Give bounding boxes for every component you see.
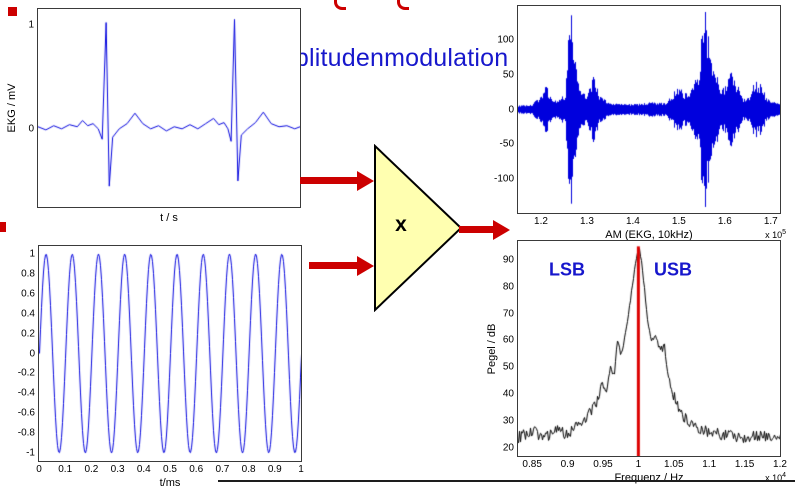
exponent-prefix: x 10 — [765, 230, 783, 240]
spectrum-x-axis-exponent: x 104 — [765, 472, 786, 483]
spectrum-trace — [518, 241, 780, 456]
spectrum-x-axis-label: Frequenz / Hz — [614, 472, 684, 484]
am-plot: 100 50 0 -50 -100 1.2 1.3 1.4 1.5 1.6 1.7 AM (EKG… — [494, 5, 786, 241]
am-x-axis-exponent: x 105 — [765, 229, 786, 240]
arrow-ekg-to-multiplier — [300, 177, 357, 184]
ekg-x-axis-label: t / s — [160, 212, 178, 224]
carrier-x-axis-label: t/ms — [159, 477, 181, 489]
usb-label: USB — [653, 259, 693, 280]
exponent-prefix: x 10 — [765, 473, 783, 483]
spectrum-y-ticks: 20 30 40 50 60 70 80 90 — [502, 254, 514, 454]
ekg-y-axis-label: EKG / mV — [6, 83, 18, 133]
cropped-red-text-fragment — [397, 0, 409, 10]
am-y-ticks: 100 50 0 -50 -100 — [493, 34, 514, 184]
red-marker — [0, 222, 6, 232]
ekg-trace — [38, 9, 300, 207]
carrier-plot: 1 0.8 0.6 0.4 0.2 0 -0.2 -0.4 -0.6 -0.8 -1 0 0.1 0.2… — [18, 245, 304, 489]
exponent-power: 5 — [782, 229, 786, 236]
am-x-ticks: 1.2 1.3 1.4 1.5 1.6 1.7 — [534, 216, 778, 227]
lsb-label: LSB — [549, 259, 585, 280]
am-x-axis-label: AM (EKG, 10kHz) — [605, 229, 693, 241]
spectrum-y-axis-label: Pegel / dB — [486, 323, 498, 374]
slide-divider-line — [218, 480, 795, 482]
arrow-multiplier-output — [459, 226, 493, 233]
carrier-y-ticks: 1 0.8 0.6 0.4 0.2 0 -0.2 -0.4 -0.6 -0.8 -1 — [17, 248, 35, 459]
multiplier-symbol: x — [395, 213, 407, 236]
arrow-carrier-to-multiplier — [309, 262, 357, 269]
am-trace — [518, 6, 780, 213]
spectrum-x-ticks: 0.85 0.9 0.95 1 1.05 1.1 1.15 1.2 — [522, 459, 787, 470]
carrier-x-ticks: 0 0.1 0.2 0.3 0.4 0.5 0.6 0.7 0.8 0.9 1 — [36, 464, 304, 475]
exponent-power: 4 — [782, 472, 786, 479]
red-marker — [8, 7, 17, 16]
spectrum-plot: 20 30 40 50 60 70 80 90 0.85 0.9 0.95 1 1.05 1.1 1.15… — [486, 240, 787, 484]
carrier-trace — [39, 246, 301, 461]
cropped-red-text-fragment — [334, 0, 346, 10]
multiplier-triangle — [374, 144, 463, 312]
